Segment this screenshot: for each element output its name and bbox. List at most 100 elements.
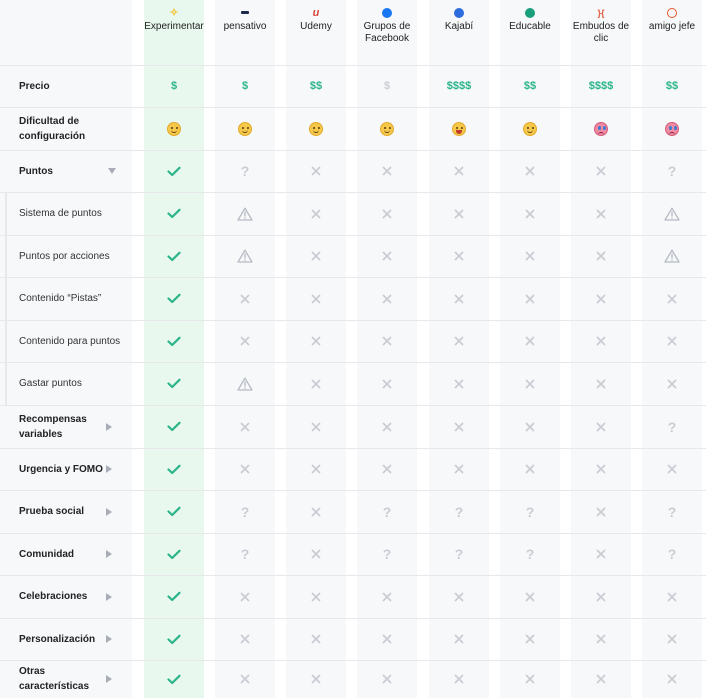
- table-cell: [429, 107, 489, 150]
- warning-icon: [237, 377, 253, 391]
- table-cell: [429, 362, 489, 405]
- table-cell: [144, 107, 204, 150]
- caret-right-icon[interactable]: [106, 465, 112, 473]
- cross-icon: [240, 592, 250, 602]
- warning-icon: [237, 249, 253, 263]
- table-cell: [571, 362, 631, 405]
- table-cell: [286, 533, 346, 575]
- cross-icon: [382, 464, 392, 474]
- table-cell: [144, 150, 204, 192]
- question-icon: ?: [667, 420, 677, 434]
- row-label[interactable]: Comunidad: [0, 533, 136, 575]
- amigo-jefe-logo-icon: [667, 8, 677, 18]
- column-background: [144, 0, 204, 698]
- question-icon: ?: [667, 164, 677, 178]
- table-cell: [642, 320, 702, 362]
- experimentar-logo-icon: ✧: [169, 7, 179, 19]
- caret-right-icon[interactable]: [106, 507, 112, 516]
- cry-face-icon: [665, 121, 679, 136]
- question-icon: ?: [382, 505, 392, 519]
- caret-right-icon[interactable]: [106, 675, 112, 683]
- table-cell: [642, 618, 702, 660]
- table-cell: [357, 660, 417, 698]
- cross-icon: [525, 209, 535, 219]
- warning-icon: [664, 249, 680, 263]
- table-cell: $$: [500, 65, 560, 107]
- table-cell: [429, 277, 489, 320]
- row-label-text: Contenido “Pistas”: [19, 293, 102, 304]
- cross-icon: [382, 209, 392, 219]
- table-cell: [642, 660, 702, 698]
- caret-right-icon[interactable]: [106, 592, 112, 601]
- cross-icon: [311, 166, 321, 176]
- caret-right-icon[interactable]: [106, 422, 112, 431]
- cross-icon: [240, 674, 250, 684]
- cross-icon: [667, 634, 677, 644]
- table-cell: [500, 150, 560, 192]
- cross-icon: [311, 422, 321, 432]
- row-label[interactable]: Personalización: [0, 618, 136, 660]
- row-label: Contenido para puntos: [0, 320, 136, 362]
- row-label: Contenido “Pistas”: [0, 277, 136, 320]
- row-label[interactable]: Recompensas variables: [0, 405, 136, 448]
- cross-icon: [454, 379, 464, 389]
- cross-icon: [240, 464, 250, 474]
- row-label[interactable]: Urgencia y FOMO: [0, 448, 136, 490]
- cross-icon: [525, 294, 535, 304]
- row-label-text: Precio: [19, 80, 50, 92]
- kajabi-logo-icon: [454, 8, 464, 18]
- svg-text:?: ?: [526, 505, 535, 519]
- cross-icon: [454, 634, 464, 644]
- column-header: Grupos de Facebook: [357, 0, 417, 45]
- table-cell: $$: [286, 65, 346, 107]
- cross-icon: [667, 379, 677, 389]
- table-cell: [429, 192, 489, 235]
- table-cell: [144, 277, 204, 320]
- row-divider: [0, 490, 706, 491]
- cross-icon: [311, 634, 321, 644]
- table-cell: [286, 618, 346, 660]
- caret-right-icon[interactable]: [106, 550, 112, 558]
- table-cell: [286, 277, 346, 320]
- row-label[interactable]: Otras características: [0, 660, 136, 698]
- row-label[interactable]: Prueba social: [0, 490, 136, 533]
- table-cell: [500, 192, 560, 235]
- check-icon: [167, 464, 181, 475]
- column-header: Kajabí: [429, 0, 489, 33]
- row-label[interactable]: Puntos: [0, 150, 136, 192]
- column-header-label: Embudos de clic: [572, 21, 630, 44]
- price-value: $$: [309, 80, 323, 92]
- price-value: $$$$: [588, 80, 614, 92]
- row-label: Sistema de puntos: [0, 192, 136, 235]
- table-cell: [215, 405, 275, 448]
- cross-icon: [454, 209, 464, 219]
- caret-right-icon[interactable]: [106, 635, 112, 643]
- table-cell: [571, 235, 631, 277]
- cross-icon: [240, 422, 250, 432]
- question-icon: ?: [525, 505, 535, 519]
- table-cell: ?: [500, 490, 560, 533]
- cross-icon: [596, 674, 606, 684]
- table-cell: [215, 320, 275, 362]
- table-cell: [571, 533, 631, 575]
- cross-icon: [311, 464, 321, 474]
- row-label[interactable]: Celebraciones: [0, 575, 136, 618]
- caret-down-icon[interactable]: [108, 168, 116, 174]
- check-icon: [167, 208, 181, 219]
- column-background: [357, 0, 417, 698]
- table-cell: [357, 362, 417, 405]
- svg-text:?: ?: [668, 547, 677, 561]
- table-cell: [144, 235, 204, 277]
- table-cell: [357, 150, 417, 192]
- table-cell: [500, 277, 560, 320]
- column-background: [215, 0, 275, 698]
- cross-icon: [596, 549, 606, 559]
- table-cell: [429, 150, 489, 192]
- cross-icon: [596, 634, 606, 644]
- table-cell: [215, 107, 275, 150]
- column-header: pensativo: [215, 0, 275, 33]
- table-cell: [642, 192, 702, 235]
- table-cell: [215, 660, 275, 698]
- row-divider: [0, 362, 706, 363]
